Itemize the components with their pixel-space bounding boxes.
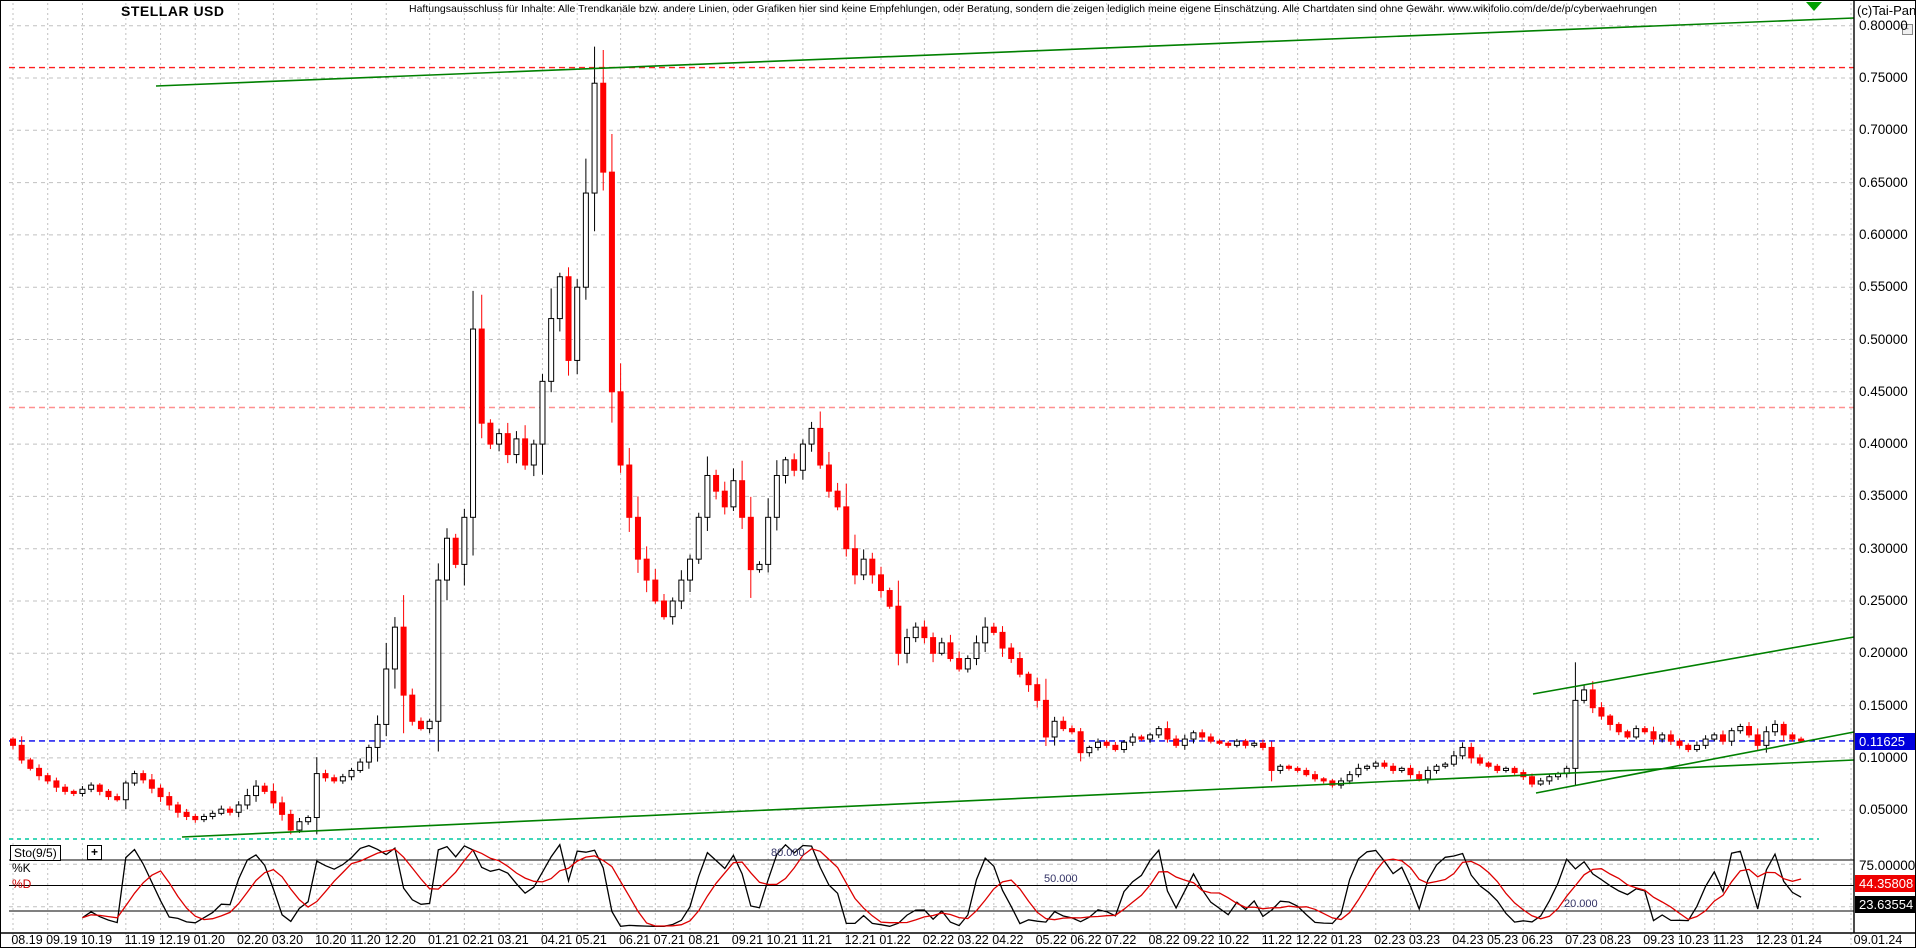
copyright-label: (c)Tai-Pan [1857, 3, 1916, 18]
month-axis-label: 03.22 [957, 933, 989, 947]
stochastic-level-label: 80.000 [771, 847, 805, 859]
month-axis-label: 01.20 [193, 933, 225, 947]
current-date-marker-icon [1806, 2, 1822, 11]
month-axis-label: 05.23 [1486, 933, 1519, 947]
month-axis-label: 01.24 [1790, 933, 1823, 947]
month-axis-label: 04.22 [992, 933, 1024, 947]
disclaimer-text: Haftungsausschluss für Inhalte: Alle Tre… [409, 3, 1657, 15]
price-axis-label: 0.60000 [1859, 226, 1908, 242]
price-axis-label: 0.25000 [1859, 593, 1908, 608]
month-axis-label: 08.21 [688, 933, 720, 947]
month-axis-label: 09.23 [1643, 933, 1675, 947]
percent-d-label: %D [12, 877, 32, 891]
price-axis-label: 0.75000 [1859, 70, 1908, 85]
price-axis-label: 0.20000 [1859, 645, 1908, 661]
month-axis-label: 06.21 [618, 933, 651, 947]
price-axis-label: 0.10000 [1859, 749, 1908, 765]
month-axis-label: 08.19 [11, 933, 43, 947]
price-axis-label: 0.05000 [1859, 802, 1908, 818]
price-axis-label: 0.35000 [1859, 488, 1908, 504]
price-axis-label: 0.70000 [1859, 122, 1908, 138]
month-axis-label: 03.20 [271, 933, 304, 947]
month-axis-label: 07.21 [653, 933, 685, 947]
month-axis-label: 01.23 [1330, 933, 1362, 947]
stochastic-level-label: 50.000 [1044, 872, 1078, 885]
month-axis-label: 02.22 [922, 933, 955, 947]
month-axis-label: 12.23 [1756, 933, 1788, 947]
stochastic-settings-label[interactable]: Sto(9/5) [10, 845, 61, 861]
add-indicator-icon[interactable]: + [87, 845, 102, 860]
price-axis-label: 0.80000 [1859, 17, 1908, 33]
month-axis-label: 03.23 [1408, 933, 1441, 947]
month-axis-label: 10.23 [1677, 933, 1710, 947]
percent-k-label: %K [12, 861, 31, 875]
month-axis-label: 09.01.24 [1853, 933, 1903, 947]
month-axis-label: 01.21 [427, 933, 460, 947]
month-axis-label: 11.21 [801, 933, 833, 947]
month-axis-label: 04.21 [540, 933, 573, 947]
month-axis-label: 05.22 [1035, 933, 1067, 947]
month-axis-label: 01.22 [879, 933, 911, 947]
price-axis-label: 0.30000 [1859, 540, 1908, 556]
month-axis-label: 12.19 [158, 933, 191, 947]
month-axis-label: 05.21 [575, 933, 607, 947]
month-axis-label: 12.20 [384, 933, 416, 947]
month-axis-label: 12.22 [1295, 933, 1328, 947]
month-axis-label: 11.20 [350, 933, 381, 947]
month-axis-label: 09.21 [731, 933, 764, 947]
month-axis-label: 08.23 [1599, 933, 1632, 947]
price-axis-label: 0.15000 [1859, 697, 1908, 713]
percent-k-value-badge: 23.63554 [1855, 896, 1915, 913]
month-axis-label: 10.20 [315, 933, 347, 947]
month-axis-label: 09.19 [46, 933, 78, 947]
month-axis-label: 06.22 [1070, 933, 1102, 947]
month-axis-label: 02.20 [237, 933, 269, 947]
instrument-title: STELLAR USD [121, 3, 225, 19]
month-axis-label: 09.22 [1183, 933, 1215, 947]
month-axis-label: 11.19 [124, 933, 156, 947]
month-axis-label: 07.22 [1105, 933, 1137, 947]
month-axis-label: 03.21 [497, 933, 529, 947]
price-axis-label: 0.40000 [1859, 436, 1908, 452]
stochastic-axis-label: 75.00000 [1859, 858, 1916, 873]
stochastic-level-label: 20.000 [1564, 898, 1598, 910]
price-axis-label: 0.65000 [1859, 174, 1908, 190]
month-axis-label: 10.21 [766, 933, 798, 947]
month-axis-label: 10.19 [80, 933, 113, 947]
current-price-badge: 0.11625 [1855, 733, 1915, 750]
month-axis-label: 11.22 [1261, 933, 1293, 947]
price-axis-label: 0.50000 [1859, 331, 1908, 347]
month-axis-label: 08.22 [1148, 933, 1180, 947]
percent-d-value-badge: 44.35808 [1855, 875, 1915, 892]
month-axis-label: 07.23 [1565, 933, 1597, 947]
month-axis-label: 06.23 [1521, 933, 1553, 947]
month-axis-label: 02.21 [462, 933, 494, 947]
collapse-icon[interactable]: - [1902, 24, 1913, 35]
month-axis-label: - [1808, 933, 1814, 947]
month-axis-label: 02.23 [1374, 933, 1406, 947]
month-axis-label: 11.23 [1713, 933, 1744, 947]
month-axis-label: 12.21 [844, 933, 876, 947]
price-axis-label: 0.45000 [1859, 383, 1908, 399]
price-axis-label: 0.55000 [1859, 279, 1908, 295]
month-axis-label: 04.23 [1452, 933, 1484, 947]
month-axis-label: 10.22 [1217, 933, 1250, 947]
